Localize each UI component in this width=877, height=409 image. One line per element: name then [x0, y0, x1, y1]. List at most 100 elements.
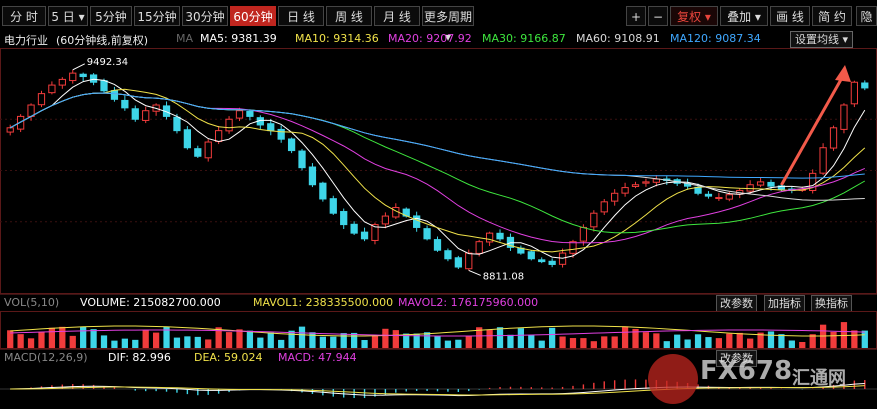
volume-bar: [590, 341, 597, 348]
candle-body: [131, 108, 139, 120]
ma-settings-button[interactable]: 设置均线 ▾: [790, 31, 854, 48]
candle-body: [465, 252, 473, 270]
change-params-button[interactable]: 改参数: [716, 295, 757, 312]
volume-bar: [330, 336, 337, 348]
volume-bar: [173, 337, 181, 348]
toolbar-right-3[interactable]: 叠加 ▾: [720, 6, 768, 26]
add-indicator-button[interactable]: 加指标: [764, 295, 805, 312]
macd-change-params-button[interactable]: 改参数: [716, 350, 757, 367]
macd-title: MACD(12,26,9): [4, 351, 88, 364]
volume-bar: [100, 335, 108, 348]
candle-body: [715, 197, 723, 200]
watermark-text: FX678: [700, 356, 793, 386]
candle-body: [746, 184, 754, 192]
period-tab-0[interactable]: 分 时: [2, 6, 46, 26]
candle-body: [611, 192, 619, 202]
dif-value: DIF: 82.996: [108, 351, 171, 364]
volume-chart[interactable]: [0, 311, 877, 349]
candle-body: [454, 257, 462, 268]
candle-body: [340, 211, 348, 226]
toolbar-right-2[interactable]: 复权 ▾: [670, 6, 718, 26]
volume-title: VOL(5,10): [4, 296, 60, 309]
volume-bar: [767, 331, 775, 348]
volume-bar: [476, 327, 483, 348]
ma120-line: [9, 92, 865, 179]
period-tab-3[interactable]: 15分钟: [134, 6, 180, 26]
period-tab-8[interactable]: 月 线: [374, 6, 420, 26]
candle-body: [433, 239, 442, 251]
volume-bar: [799, 341, 806, 348]
volume-bar: [663, 341, 670, 348]
ma5-line: [9, 78, 866, 259]
volume-bar: [705, 337, 712, 348]
candle-body: [194, 148, 202, 157]
candle-body: [308, 166, 317, 186]
candle-body: [287, 138, 296, 152]
volume-bar: [27, 338, 35, 348]
volume-bar: [601, 336, 608, 348]
switch-indicator-button[interactable]: 换指标: [811, 295, 852, 312]
candle-body: [69, 72, 77, 82]
watermark-sub: 汇通网: [792, 368, 846, 389]
volume-bar: [152, 332, 160, 348]
volume-bar: [121, 338, 128, 348]
candle-body: [173, 116, 181, 132]
toolbar-right-0[interactable]: +: [626, 6, 646, 26]
volume-bar: [788, 340, 795, 348]
candle-body: [704, 193, 713, 197]
dea-line: [10, 385, 865, 396]
candle-body: [423, 228, 431, 240]
volume-bar: [517, 328, 524, 348]
candle-body: [298, 150, 306, 169]
volume-bar: [90, 329, 97, 348]
volume-bar: [861, 330, 868, 348]
candle-body: [527, 251, 535, 260]
candle-body: [183, 129, 192, 149]
ma5-value: MA5: 9381.39: [200, 32, 277, 45]
period-tab-2[interactable]: 5分钟: [90, 6, 132, 26]
candle-body: [215, 130, 223, 143]
mavol2-value: MAVOL2: 176175960.000: [398, 296, 539, 309]
volume-bar: [361, 340, 368, 348]
candle-body: [767, 181, 775, 187]
mavol2-line: [10, 329, 865, 337]
period-tab-5[interactable]: 60分钟: [230, 6, 276, 26]
period-tab-9[interactable]: 更多周期 ▾: [422, 6, 474, 44]
candle-body: [142, 110, 150, 121]
period-tab-4[interactable]: 30分钟: [182, 6, 228, 26]
period-tab-6[interactable]: 日 线: [278, 6, 324, 26]
ma60-value: MA60: 9108.91: [576, 32, 660, 45]
macd-chart[interactable]: [0, 365, 877, 409]
toolbar-right-4[interactable]: 画 线: [770, 6, 810, 26]
volume-bar: [351, 332, 358, 348]
volume-bar: [403, 333, 410, 348]
candlestick-chart[interactable]: 9492.34 8811.08: [0, 48, 877, 294]
volume-bar: [674, 334, 681, 348]
volume-bar: [507, 334, 514, 348]
candle-body: [58, 78, 66, 86]
period-tab-1[interactable]: 5 日 ▾: [48, 6, 88, 26]
volume-bar: [715, 338, 723, 348]
volume-bar: [382, 328, 389, 348]
candle-body: [225, 118, 233, 132]
volume-bar: [580, 338, 587, 348]
volume-bar: [7, 330, 14, 348]
toolbar-right-5[interactable]: 简 约: [812, 6, 852, 26]
toolbar-right-1[interactable]: −: [648, 6, 668, 26]
volume-bar: [111, 340, 118, 348]
mavol1-line: [10, 325, 865, 337]
volume-bar: [17, 334, 24, 348]
candle-body: [350, 223, 358, 234]
volume-bar: [215, 327, 222, 348]
volume-bar: [236, 329, 243, 348]
toolbar-right-6[interactable]: 隐: [856, 6, 877, 26]
ma-info-bar: 电力行业 (60分钟线,前复权) MA MA5: 9381.39 MA10: 9…: [0, 30, 877, 48]
volume-bar: [267, 332, 274, 348]
candle-body: [631, 184, 640, 187]
volume-bar: [278, 339, 285, 348]
volume-bar: [632, 328, 639, 348]
volume-bar: [538, 340, 545, 348]
volume-header: VOL(5,10) VOLUME: 215082700.000 MAVOL1: …: [0, 294, 877, 312]
volume-bar: [486, 329, 493, 348]
period-tab-7[interactable]: 周 线: [326, 6, 372, 26]
